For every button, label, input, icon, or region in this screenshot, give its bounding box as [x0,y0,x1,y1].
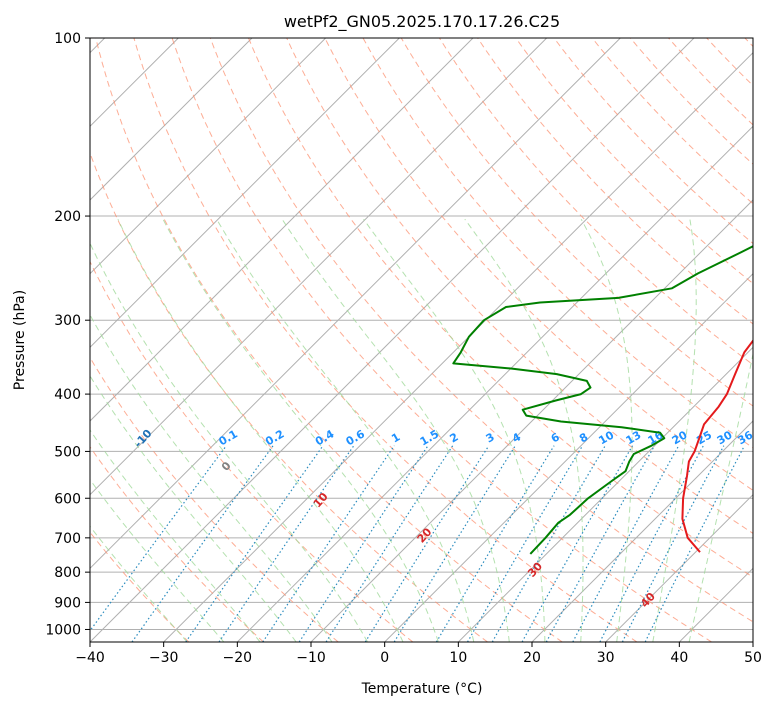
dry-adiabat-line [629,38,753,165]
dry-adiabat-line [95,38,563,642]
y-tick-label: 300 [54,313,81,329]
dry-adiabat-line [362,38,753,449]
isotherm-line [90,38,327,275]
mixing-ratio-line [131,445,274,642]
isotherm-line [457,346,753,642]
dry-adiabat-line [248,38,753,578]
y-tick-label: 400 [54,387,81,403]
moist-adiabat-line [90,478,225,642]
plot-frame [89,37,754,643]
axis-layer: −40 −30 −20 −10 0 10 20 30 40 50 1000 900 800 700 600 5… [45,31,762,666]
mixing-ratio-line [262,445,395,642]
dewpoint-profile-line [452,245,753,555]
mixing-ratio-line [545,445,656,642]
moist-adiabat-line [162,218,439,642]
mixing-ratio-line [491,445,606,642]
moist-adiabat-line [90,374,297,642]
moist-adiabat-line [90,525,188,642]
y-tick-label: 800 [54,565,81,581]
isotherm-line [531,420,753,642]
mixing-ratio-line [364,445,490,642]
y-tick-label: 200 [54,209,81,225]
mixing-ratio-line [621,445,725,642]
y-axis-title: Pressure (hPa) [12,290,28,390]
dry-adiabat-line [477,38,753,325]
isotherm-line [90,38,548,496]
mixing-ratio-line [393,445,516,642]
mixing-ratio-line [466,445,584,642]
moist-adiabat-line [216,218,475,642]
mixing-ratio-line [325,445,454,642]
isotherm-line [90,38,695,642]
dry-adiabat-line [324,38,753,491]
mixing-ratio-line [521,445,634,642]
moist-adiabat-line [688,351,753,642]
mixing-ratio-line [298,445,429,642]
dry-adiabat-line [171,38,712,642]
isotherm-line [605,493,753,642]
dry-adiabat-line [591,38,753,205]
moist-adiabat-line [281,218,510,642]
moist-adiabat-line [464,218,584,642]
isotherm-line [384,272,753,642]
series-layer [452,245,753,555]
x-tick-label: 50 [744,650,762,666]
dry-adiabat-line [286,38,753,535]
isotherm-line [236,125,753,642]
y-tick-label: 700 [54,531,81,547]
y-tick-label: 500 [54,444,81,460]
moist-adiabat-line [652,219,697,642]
mixing-ratio-label: 36 [735,428,755,447]
moist-adiabat-line [363,218,546,642]
x-tick-label: −10 [296,650,326,666]
mixing-ratio-line [572,445,680,642]
y-tick-label: 1000 [45,622,81,638]
dry-adiabat-line [515,38,753,285]
x-axis-title: Temperature (°C) [361,681,483,697]
grid-layer [90,38,753,642]
x-tick-label: 40 [670,650,688,666]
moist-adiabat-line [90,242,369,642]
dry-adiabat-line [133,38,638,642]
x-tick-label: 20 [523,650,541,666]
x-tick-label: −30 [149,650,179,666]
isotherm-line [163,51,753,642]
moist-adiabat-line [580,218,633,642]
dry-adiabat-line [209,38,753,623]
isotherm-line [90,38,474,422]
x-tick-label: −20 [223,650,253,666]
x-tick-label: 0 [380,650,389,666]
moist-adiabat-line [117,218,404,642]
x-tick-label: −40 [75,650,105,666]
dry-adiabat-line [400,38,753,407]
dry-adiabat-line [90,445,264,642]
chart-title: wetPf2_GN05.2025.170.17.26.C25 [284,12,560,32]
mixing-ratio-line [90,445,227,632]
y-tick-label: 900 [54,595,81,611]
temperature-profile-line [681,339,753,553]
x-tick-label: 10 [449,650,467,666]
y-tick-label: 100 [54,31,81,47]
y-tick-label: 600 [54,491,81,507]
isotherm-line [90,38,621,570]
isotherm-line [90,38,253,201]
mixing-ratio-line [599,445,704,642]
isotherm-line [310,199,753,642]
x-tick-label: 30 [597,650,615,666]
